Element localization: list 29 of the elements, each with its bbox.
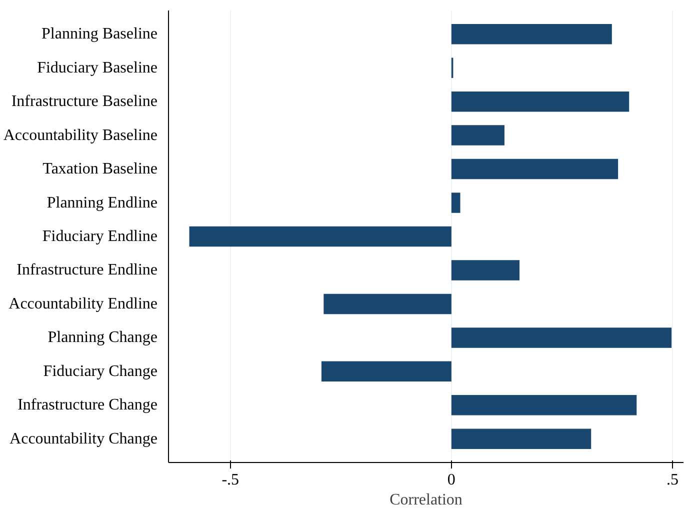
y-tick-label: Infrastructure Change (18, 396, 158, 414)
y-tick-label: Planning Change (48, 329, 158, 346)
y-tick-label: Taxation Baseline (42, 160, 158, 178)
y-tick-label: Infrastructure Endline (16, 262, 158, 279)
y-tick-label: Accountability Change (10, 430, 158, 448)
bar (451, 328, 672, 348)
bar (451, 260, 520, 280)
bar (451, 91, 630, 112)
y-tick-label: Fiduciary Baseline (37, 59, 158, 76)
x-tick-label: -.5 (222, 472, 240, 488)
y-tick-label: Accountability Endline (8, 295, 158, 312)
bar (189, 226, 452, 247)
bar (451, 395, 637, 416)
bar (451, 24, 612, 44)
bar (451, 192, 460, 213)
y-tick-label: Fiduciary Endline (42, 228, 158, 245)
bar (321, 361, 452, 382)
x-tick-label: .5 (666, 472, 678, 488)
y-tick-label: Accountability Baseline (3, 126, 158, 144)
bar (451, 125, 504, 146)
bar (451, 428, 592, 450)
bar (451, 158, 618, 180)
y-tick-label: Planning Baseline (42, 26, 158, 43)
y-tick-label: Planning Endline (46, 194, 158, 212)
bar (324, 294, 452, 314)
x-tick-label: 0 (447, 472, 456, 488)
y-tick-label: Fiduciary Change (43, 362, 158, 380)
y-tick-label: Infrastructure Baseline (11, 93, 158, 110)
x-axis-title: Correlation (390, 492, 462, 508)
